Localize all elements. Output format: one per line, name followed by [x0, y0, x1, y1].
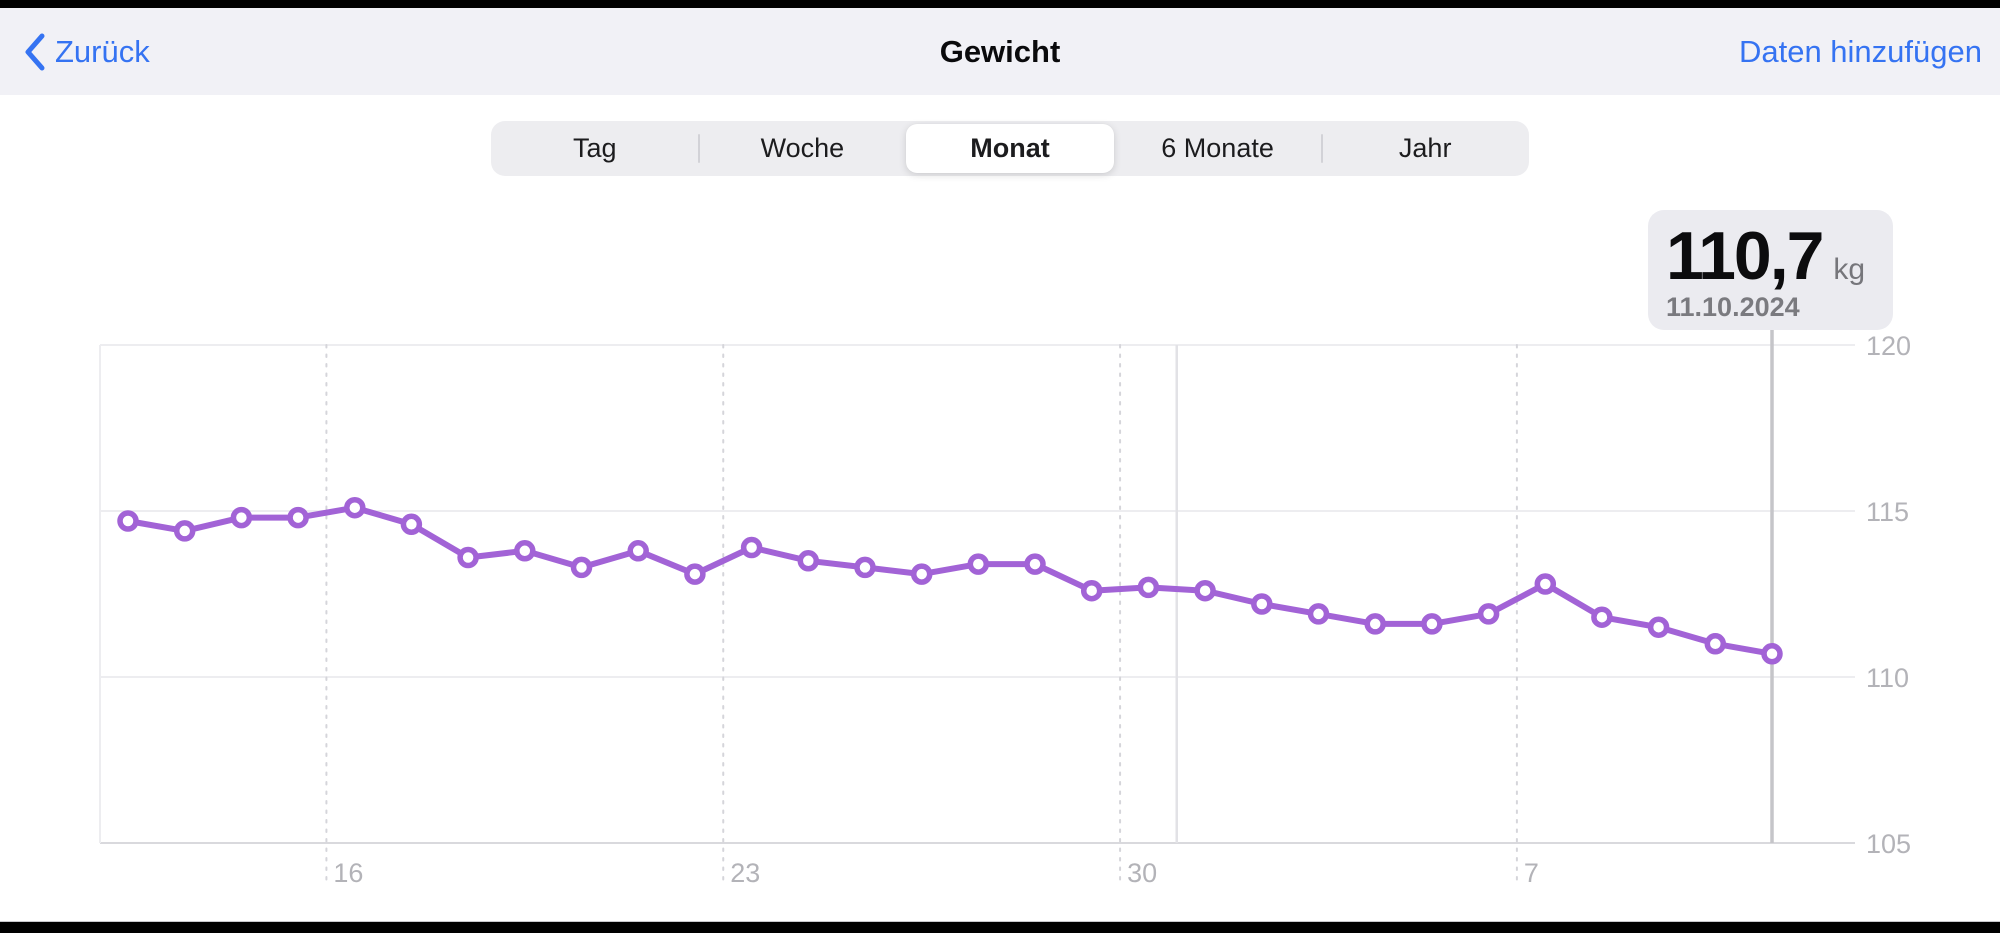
- selection-tooltip: 110,7 kg 11.10.2024: [1648, 210, 1893, 330]
- data-point[interactable]: [1137, 576, 1160, 599]
- data-point[interactable]: [344, 496, 366, 519]
- back-button[interactable]: Zurück: [24, 8, 150, 95]
- data-point[interactable]: [570, 556, 593, 579]
- data-point[interactable]: [1364, 613, 1386, 635]
- weight-chart[interactable]: 120 115 110 105 16 23 30 7: [0, 8, 2000, 921]
- data-point[interactable]: [967, 553, 990, 575]
- back-button-label: Zurück: [55, 33, 150, 69]
- data-point[interactable]: [117, 510, 139, 532]
- x-axis-label: 16: [333, 858, 363, 888]
- app-window: Zurück Gewicht Daten hinzufügen Tag Woch…: [0, 8, 2000, 922]
- data-point[interactable]: [797, 550, 820, 572]
- page-title: Gewicht: [939, 33, 1061, 69]
- x-axis-label: 23: [730, 858, 760, 888]
- navigation-bar: Zurück Gewicht Daten hinzufügen: [0, 8, 2000, 95]
- tab-tag[interactable]: Tag: [573, 133, 617, 163]
- data-point[interactable]: [910, 563, 933, 585]
- data-point[interactable]: [1591, 606, 1613, 628]
- data-point[interactable]: [514, 540, 536, 562]
- data-point[interactable]: [740, 536, 763, 559]
- data-point[interactable]: [1024, 553, 1046, 575]
- y-axis-label: 120: [1866, 331, 1911, 361]
- data-point[interactable]: [854, 556, 876, 579]
- data-point[interactable]: [1761, 643, 1783, 665]
- data-point[interactable]: [1704, 633, 1727, 655]
- segment-separator: [698, 134, 700, 163]
- data-point[interactable]: [627, 540, 649, 562]
- data-point[interactable]: [287, 506, 309, 529]
- tab-woche[interactable]: Woche: [760, 133, 845, 163]
- data-point[interactable]: [1534, 573, 1557, 595]
- weight-chart-svg: 120 115 110 105 16 23 30 7: [99, 330, 1911, 888]
- selected-unit: kg: [1833, 253, 1866, 286]
- data-point[interactable]: [400, 513, 423, 536]
- selected-value: 110,7: [1666, 218, 1824, 294]
- time-range-segmented-control: Tag Woche Monat 6 Monate Jahr: [491, 121, 1529, 176]
- data-point[interactable]: [1251, 593, 1273, 615]
- data-point[interactable]: [1647, 616, 1670, 638]
- x-axis-label: 30: [1127, 858, 1157, 888]
- add-data-button[interactable]: Daten hinzufügen: [1738, 33, 1982, 69]
- data-point[interactable]: [173, 520, 196, 542]
- data-point[interactable]: [1421, 613, 1443, 635]
- y-axis-label: 115: [1866, 497, 1909, 527]
- selected-date: 11.10.2024: [1666, 292, 1800, 323]
- chevron-left-icon: [24, 30, 46, 74]
- y-axis-label: 105: [1866, 829, 1911, 859]
- tab-6-monate[interactable]: 6 Monate: [1161, 133, 1274, 163]
- tab-jahr[interactable]: Jahr: [1398, 133, 1452, 163]
- data-point[interactable]: [1307, 603, 1330, 625]
- data-point[interactable]: [1477, 603, 1500, 625]
- weight-line: [125, 504, 1775, 657]
- x-axis-label: 7: [1524, 858, 1539, 888]
- tab-monat-selected[interactable]: Monat: [906, 124, 1114, 173]
- segment-separator: [1321, 134, 1323, 163]
- data-point[interactable]: [457, 546, 479, 569]
- y-axis-label: 110: [1866, 663, 1909, 693]
- data-point[interactable]: [1194, 579, 1216, 602]
- data-point[interactable]: [1080, 579, 1103, 602]
- data-point[interactable]: [684, 563, 706, 585]
- data-point[interactable]: [230, 506, 253, 529]
